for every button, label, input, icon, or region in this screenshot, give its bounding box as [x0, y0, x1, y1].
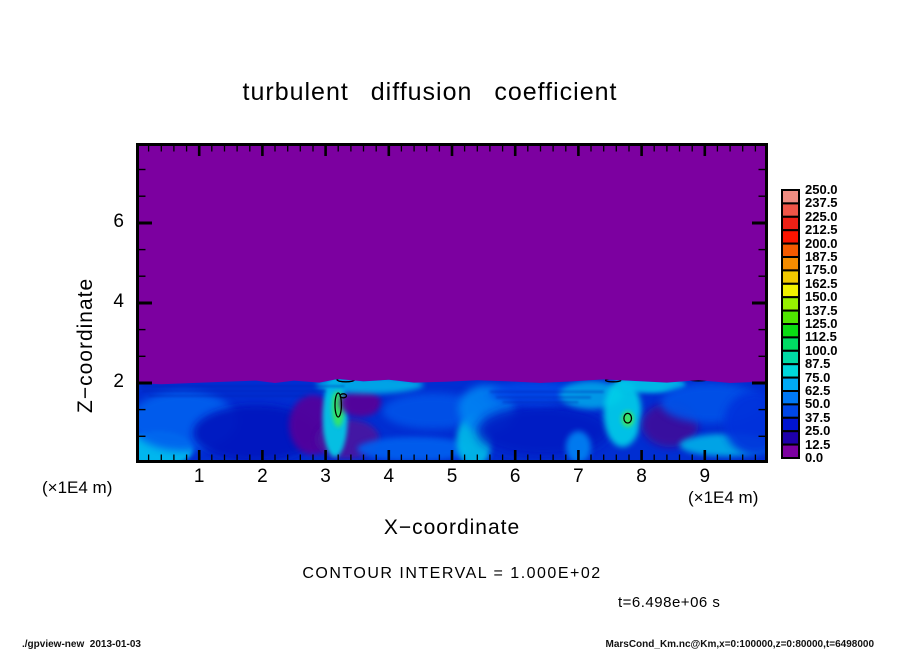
- colorbar-level-label: 50.0: [805, 396, 831, 412]
- colorbar-level-label: 150.0: [805, 289, 838, 305]
- colorbar-level-label: 225.0: [805, 208, 838, 224]
- colorbar-level-label: 87.5: [805, 356, 831, 372]
- z-axis-unit-label: (×1E4 m): [42, 478, 113, 497]
- colorbar-level-label: 12.5: [805, 436, 831, 452]
- contour-plot: [136, 143, 768, 463]
- x-tick-label: 9: [699, 466, 711, 487]
- footer-command-text: ./gpview-new 2013-01-03: [22, 639, 141, 650]
- x-tick-label: 4: [383, 466, 395, 487]
- x-tick-label: 2: [257, 466, 268, 487]
- colorbar-level-label: 0.0: [805, 450, 824, 465]
- x-tick-label: 1: [193, 466, 205, 487]
- colorbar-level-label: 237.5: [805, 195, 838, 211]
- x-tick-label: 7: [573, 466, 584, 487]
- plot-title: turbulent diffusion coefficient: [242, 78, 618, 106]
- colorbar-level-label: 62.5: [805, 383, 831, 398]
- z-axis-title: Z−coordinate: [74, 277, 97, 414]
- x-axis-title: X−coordinate: [383, 516, 521, 539]
- colorbar-level-label: 212.5: [805, 222, 838, 238]
- z-tick-label: 2: [113, 371, 124, 392]
- colorbar-level-label: 200.0: [805, 235, 838, 251]
- colorbar-level-label: 137.5: [805, 302, 838, 318]
- x-tick-label: 5: [446, 466, 458, 487]
- colorbar-level-label: 125.0: [805, 316, 838, 331]
- x-tick-label: 3: [320, 466, 331, 487]
- footer-dataset-text: MarsCond_Km.nc@Km,x=0:100000,z=0:80000,t…: [605, 639, 874, 650]
- colorbar-level-label: 187.5: [805, 249, 838, 264]
- x-axis-unit-label: (×1E4 m): [688, 488, 759, 507]
- colorbar-level-label: 37.5: [805, 409, 831, 425]
- x-tick-label: 8: [636, 466, 647, 487]
- colorbar-level-label: 162.5: [805, 275, 838, 291]
- colorbar-level-label: 175.0: [805, 262, 838, 278]
- colorbar: [779, 186, 805, 466]
- x-tick-label: 6: [509, 466, 521, 487]
- z-tick-label: 4: [113, 291, 124, 312]
- colorbar-level-label: 100.0: [805, 342, 838, 358]
- colorbar-level-label: 25.0: [805, 423, 831, 439]
- colorbar-level-label: 112.5: [805, 329, 837, 345]
- z-tick-label: 6: [113, 211, 124, 232]
- time-label: t=6.498e+06 s: [618, 594, 721, 611]
- contour-interval-note: CONTOUR INTERVAL = 1.000E+02: [302, 565, 602, 582]
- colorbar-level-label: 250.0: [805, 182, 838, 197]
- colorbar-level-label: 75.0: [805, 369, 831, 385]
